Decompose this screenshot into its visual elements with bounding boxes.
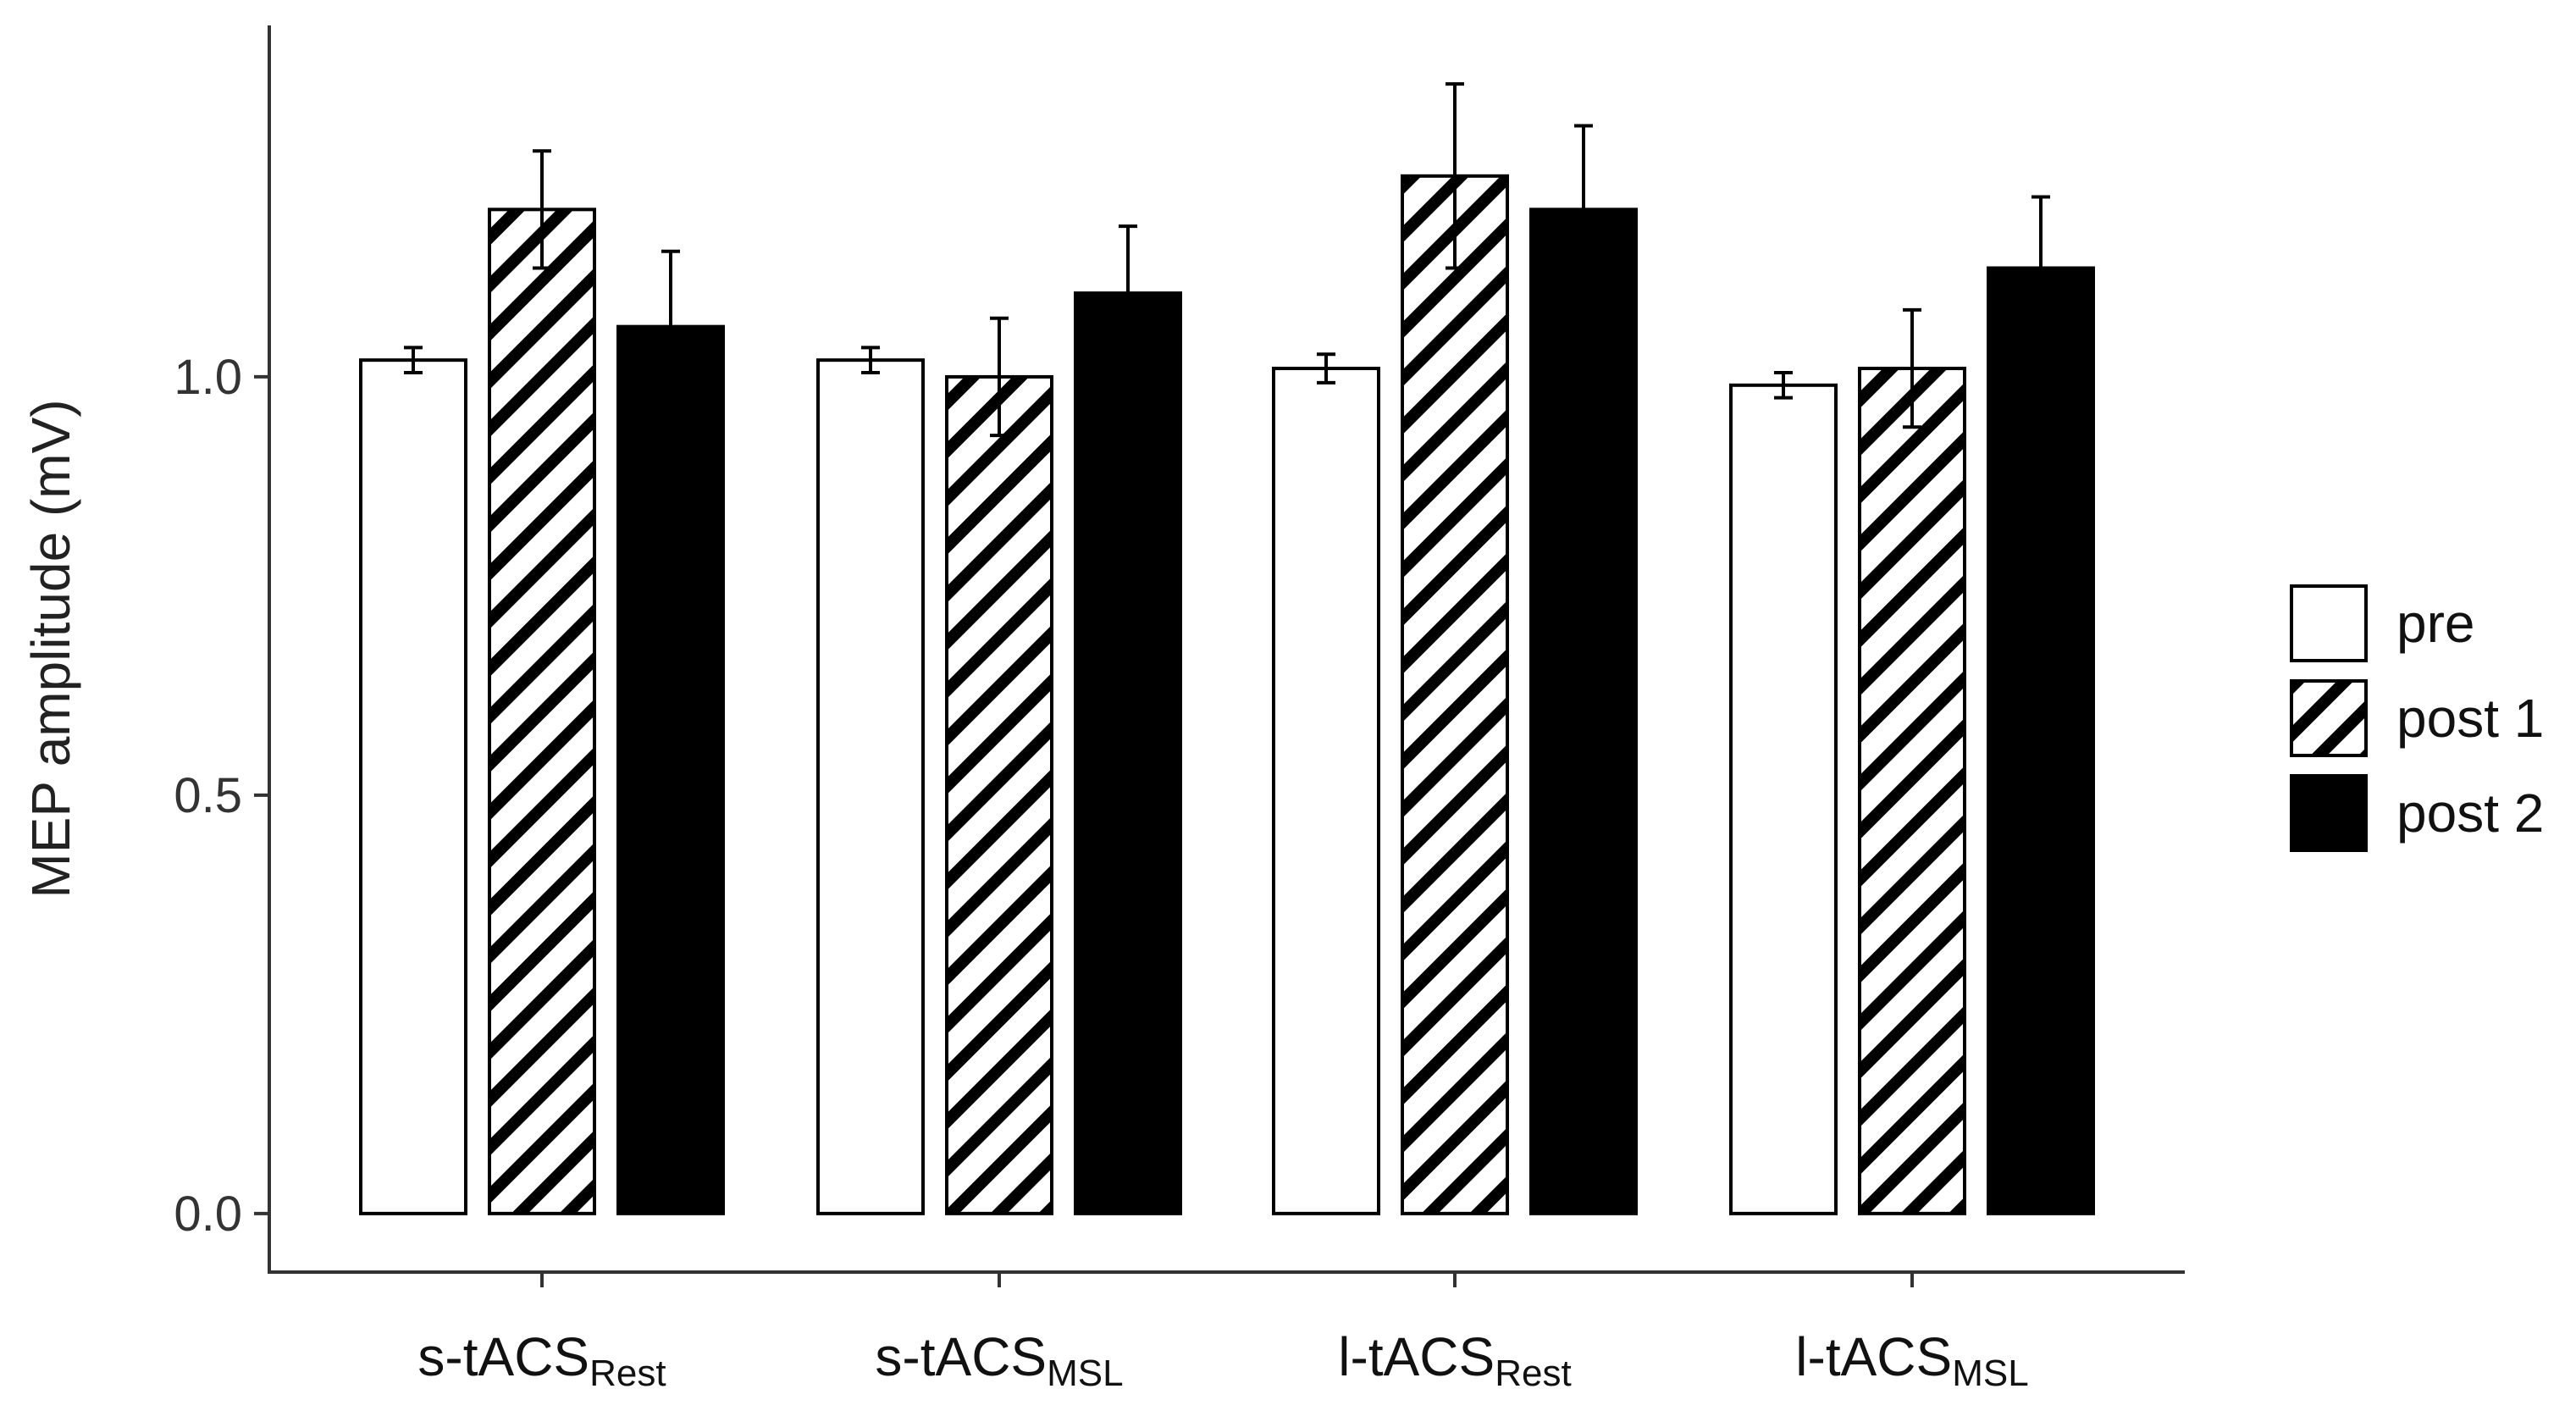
x-tick-label-main: s-tACS — [875, 1326, 1047, 1387]
bar-post-2-4 — [1987, 266, 2095, 1215]
legend-swatch-post-2 — [2290, 774, 2368, 852]
x-tick-label-main: l-tACS — [1795, 1326, 1952, 1387]
bar-post-1-1 — [488, 208, 596, 1215]
legend-swatch-post-1 — [2290, 679, 2368, 757]
x-tick-label: s-tACSRest — [417, 1326, 666, 1394]
x-tick-label-sub: MSL — [1047, 1353, 1123, 1394]
bar-post-1-4 — [1858, 367, 1966, 1215]
legend-label-post-1: post 1 — [2396, 688, 2544, 749]
bar-post-2-3 — [1529, 208, 1638, 1215]
bar-pre-1 — [359, 358, 467, 1215]
y-tick-label: 0.5 — [174, 768, 242, 823]
error-bars — [404, 82, 2050, 438]
y-tick-label: 0.0 — [174, 1187, 242, 1242]
x-tick-label-main: l-tACS — [1338, 1326, 1495, 1387]
bars — [359, 174, 2095, 1215]
x-tick-label: l-tACSRest — [1338, 1326, 1571, 1394]
bar-pre-2 — [816, 358, 925, 1215]
bar-post-1-3 — [1401, 174, 1509, 1215]
bar-post-2-1 — [616, 324, 725, 1215]
bar-pre-4 — [1729, 383, 1838, 1215]
legend-label-post-2: post 2 — [2396, 783, 2544, 844]
legend: pre post 1 post 2 — [2290, 584, 2544, 852]
x-tick-label-sub: MSL — [1952, 1353, 2028, 1394]
x-tick-label: l-tACSMSL — [1795, 1326, 2028, 1394]
y-tick-label: 1.0 — [174, 350, 242, 405]
x-tick-label-sub: Rest — [589, 1353, 666, 1394]
x-tick-label-main: s-tACS — [417, 1326, 589, 1387]
y-axis-title: MEP amplitude (mV) — [20, 399, 81, 898]
x-tick-label: s-tACSMSL — [875, 1326, 1123, 1394]
bar-post-2-2 — [1074, 291, 1182, 1215]
legend-label-pre: pre — [2396, 593, 2475, 654]
legend-swatch-pre — [2290, 584, 2368, 662]
bar-pre-3 — [1272, 367, 1380, 1215]
bar-post-1-2 — [945, 374, 1053, 1215]
x-tick-label-sub: Rest — [1495, 1353, 1571, 1394]
